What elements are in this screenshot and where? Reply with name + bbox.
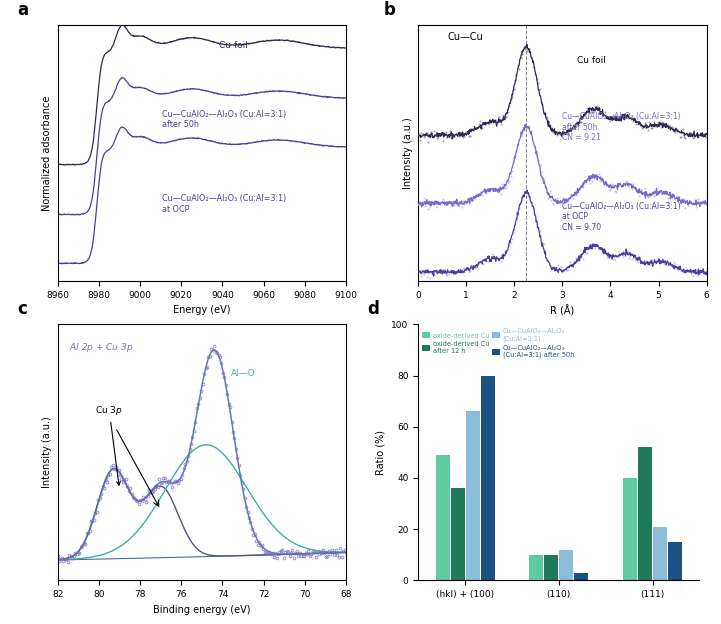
Text: Cu 3$p$: Cu 3$p$: [95, 404, 123, 485]
Bar: [575, 573, 588, 580]
Bar: [466, 411, 479, 580]
X-axis label: Energy (eV): Energy (eV): [173, 305, 231, 315]
Bar: [481, 376, 495, 580]
Y-axis label: Intensity (a.u.): Intensity (a.u.): [402, 117, 412, 188]
X-axis label: R (Å): R (Å): [550, 305, 575, 316]
Text: Cu—CuAlO₂—Al₂O₃ (Cu:Al=3:1)
after 50h
CN = 9.21: Cu—CuAlO₂—Al₂O₃ (Cu:Al=3:1) after 50h CN…: [562, 112, 681, 142]
Bar: [544, 555, 558, 580]
Y-axis label: Ratio (%): Ratio (%): [376, 430, 386, 475]
Bar: [623, 478, 637, 580]
Text: Cu—CuAlO₂—Al₂O₃ (Cu:Al=3:1)
after 50h: Cu—CuAlO₂—Al₂O₃ (Cu:Al=3:1) after 50h: [162, 110, 286, 129]
Bar: [451, 488, 464, 580]
Bar: [668, 542, 682, 580]
Text: Cu—CuAlO₂—Al₂O₃ (Cu:Al=3:1)
at OCP
CN = 9.70: Cu—CuAlO₂—Al₂O₃ (Cu:Al=3:1) at OCP CN = …: [562, 202, 681, 232]
Bar: [559, 550, 573, 580]
Text: Al 2$p$ + Cu 3$p$: Al 2$p$ + Cu 3$p$: [69, 341, 134, 354]
Text: Cu foil: Cu foil: [577, 56, 606, 66]
Text: Cu—CuAlO₂—Al₂O₃ (Cu:Al=3:1)
at OCP: Cu—CuAlO₂—Al₂O₃ (Cu:Al=3:1) at OCP: [162, 194, 286, 214]
Bar: [638, 447, 652, 580]
Text: c: c: [17, 300, 27, 318]
Text: b: b: [384, 1, 395, 19]
Text: d: d: [368, 300, 379, 318]
Text: a: a: [17, 1, 28, 19]
Y-axis label: Intensity (a.u.): Intensity (a.u.): [42, 417, 52, 488]
Text: Cu—Cu: Cu—Cu: [447, 32, 483, 42]
Bar: [435, 455, 449, 580]
Text: Al—O: Al—O: [231, 369, 255, 378]
Text: Cu foil: Cu foil: [219, 41, 248, 50]
Legend: oxide-derived Cu, oxide-derived Cu
after 12 h, Cu—CuAlO₂—Al₂O₃
(Cu:Al=3:1), Cu—C: oxide-derived Cu, oxide-derived Cu after…: [422, 328, 575, 359]
X-axis label: Binding energy (eV): Binding energy (eV): [153, 605, 251, 615]
Bar: [653, 527, 667, 580]
Y-axis label: Normalized adsorbance: Normalized adsorbance: [42, 95, 52, 210]
Bar: [529, 555, 543, 580]
